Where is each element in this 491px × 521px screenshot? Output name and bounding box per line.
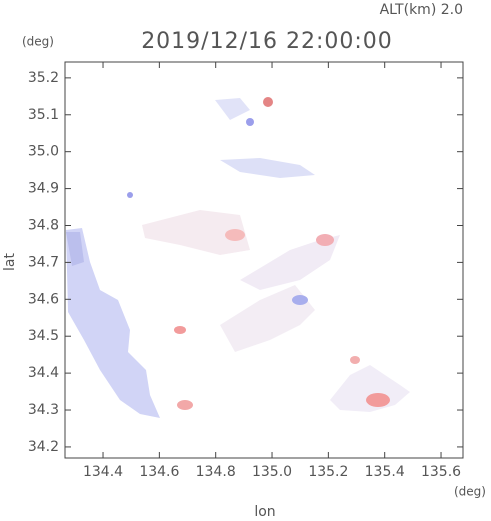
- y-tick-label: 35.0: [28, 144, 59, 160]
- x-tick-label: 135.0: [252, 464, 292, 480]
- x-tick-label: 135.6: [421, 464, 461, 480]
- y-tick-label: 35.2: [28, 70, 59, 86]
- y-tick-label: 34.2: [28, 439, 59, 455]
- x-tick-label: 134.8: [196, 464, 236, 480]
- x-tick-label: 135.2: [308, 464, 348, 480]
- y-tick-label: 35.1: [28, 107, 59, 123]
- altitude-label: ALT(km) 2.0: [380, 2, 463, 18]
- y-tick-label: 34.6: [28, 291, 59, 307]
- y-unit: (deg): [22, 35, 54, 49]
- chart-title: 2019/12/16 22:00:00: [141, 29, 393, 54]
- echo-cell: [174, 326, 186, 334]
- plot-frame: [64, 61, 464, 459]
- x-unit: (deg): [454, 485, 486, 499]
- echo-cell: [316, 234, 334, 246]
- echo-field: [66, 97, 410, 418]
- echo-cell: [366, 393, 390, 407]
- x-axis-label: lon: [254, 504, 275, 520]
- y-tick-label: 34.8: [28, 217, 59, 233]
- echo-area: [220, 158, 315, 178]
- echo-cell: [246, 118, 254, 126]
- echo-area: [142, 210, 250, 255]
- y-tick-label: 34.4: [28, 365, 59, 381]
- echo-area: [66, 232, 84, 266]
- echo-cell: [177, 400, 193, 410]
- x-tick-label: 134.6: [139, 464, 179, 480]
- y-tick-label: 34.3: [28, 402, 59, 418]
- echo-area: [240, 235, 340, 290]
- echo-cell: [263, 97, 273, 107]
- x-tick-label: 135.4: [365, 464, 405, 480]
- echo-area: [330, 365, 410, 412]
- echo-area: [220, 285, 315, 352]
- echo-cell: [225, 229, 245, 241]
- echo-cell: [127, 192, 133, 198]
- y-tick-label: 34.5: [28, 328, 59, 344]
- echo-area: [215, 98, 250, 120]
- y-axis-label: lat: [2, 253, 18, 271]
- echo-cell: [292, 295, 308, 305]
- echo-cell: [350, 356, 360, 364]
- y-tick-label: 34.9: [28, 181, 59, 197]
- x-tick-label: 134.4: [83, 464, 123, 480]
- y-tick-label: 34.7: [28, 254, 59, 270]
- echo-area: [66, 228, 160, 418]
